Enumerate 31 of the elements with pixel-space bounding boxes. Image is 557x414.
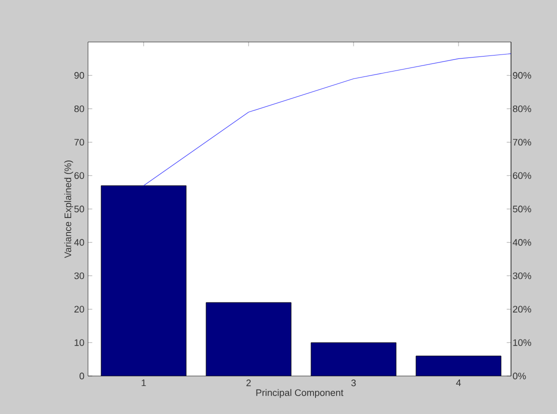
y-tick-label: 30 (74, 272, 84, 280)
y2-tick-label: 90% (512, 72, 532, 79)
y2-tick-label: 80% (512, 105, 532, 112)
y-tick-label: 80 (74, 105, 84, 112)
x-axis-title: Principal Component (256, 389, 344, 398)
y2-tick-label: 70% (513, 138, 532, 146)
y-tick-label: 10 (74, 339, 84, 346)
y-tick-label: 20 (74, 306, 84, 313)
y2-tick-label: 10% (513, 339, 532, 346)
y2-tick-label: 40% (512, 239, 532, 246)
y2-tick-label: 60% (513, 172, 532, 179)
y-tick-label: 60 (74, 172, 84, 179)
bar (311, 342, 396, 376)
y-tick-label: 0 (80, 372, 84, 380)
y-tick-label: 90 (74, 72, 84, 79)
bar (101, 186, 186, 376)
bar (416, 356, 502, 376)
x-tick-label: 4 (456, 380, 461, 386)
line-series (143, 53, 512, 186)
y2-tick-label: 50% (512, 206, 532, 212)
y-tick-label: 70 (74, 138, 84, 146)
y-tick-label: 50 (74, 206, 84, 212)
x-tick-label: 2 (246, 380, 251, 386)
y-axis-title: Variance Explained (%) (64, 160, 74, 258)
y2-tick-label: 0% (512, 372, 526, 380)
x-tick-label: 1 (142, 380, 146, 386)
y-tick-label: 40 (74, 239, 84, 246)
bar (206, 302, 292, 376)
x-tick-label: 3 (351, 380, 356, 386)
y2-tick-label: 30% (512, 272, 532, 280)
y2-tick-label: 20% (513, 306, 532, 313)
